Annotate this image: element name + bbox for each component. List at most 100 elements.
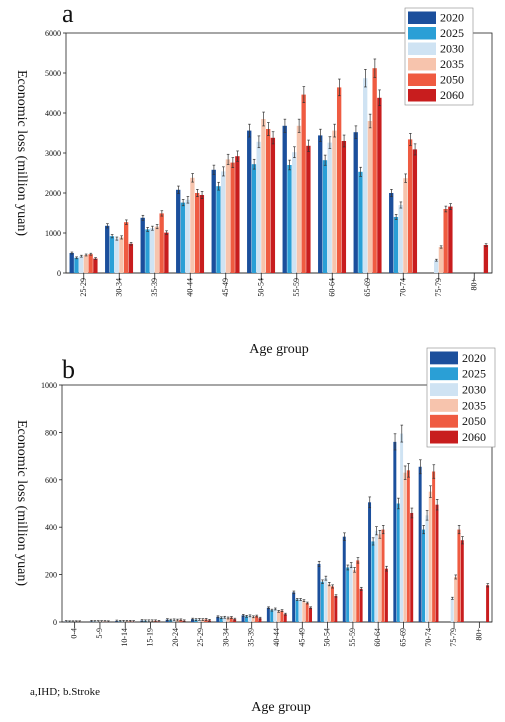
bar — [265, 129, 271, 273]
bar — [235, 156, 240, 273]
legend-label: 2035 — [440, 57, 464, 71]
bar — [457, 529, 461, 622]
bar — [69, 253, 74, 273]
bar — [306, 145, 311, 273]
bar — [483, 245, 489, 273]
x-tick-label: 50-54 — [256, 278, 265, 297]
x-tick-label: 30-34 — [114, 278, 123, 297]
x-tick-label: 75-79 — [449, 628, 458, 647]
bar — [418, 466, 422, 622]
bar — [211, 169, 216, 273]
bar — [324, 578, 328, 622]
bar — [412, 149, 418, 273]
x-tick-label: 0-4 — [70, 628, 79, 639]
legend-swatch — [408, 58, 436, 71]
bar — [295, 599, 299, 622]
bar — [216, 186, 221, 273]
bar — [223, 617, 227, 622]
bar — [145, 229, 150, 273]
bar — [422, 529, 425, 622]
legend-swatch — [408, 27, 436, 40]
bar — [194, 193, 200, 273]
x-tick-label: 60-64 — [327, 278, 336, 297]
bar — [219, 617, 223, 622]
bar — [434, 260, 439, 273]
legend-swatch — [430, 414, 458, 428]
legend-swatch — [430, 367, 458, 381]
legend-swatch — [430, 383, 458, 396]
x-tick-label: 25-29 — [79, 278, 88, 297]
bar — [277, 611, 280, 622]
bar — [403, 472, 407, 622]
bar — [140, 217, 145, 273]
bar — [261, 119, 266, 273]
legend-label: 2060 — [440, 88, 464, 102]
x-tick-label: 40-44 — [272, 628, 281, 647]
bar — [93, 258, 98, 273]
x-tick-label: 75-79 — [434, 278, 443, 297]
bar — [83, 255, 89, 273]
bar — [349, 565, 353, 622]
bar — [266, 607, 270, 622]
bar — [454, 576, 458, 622]
bar — [330, 586, 334, 622]
x-tick-label: 55-59 — [348, 628, 357, 647]
bar — [154, 226, 160, 273]
bar — [247, 130, 252, 273]
bar — [190, 177, 195, 273]
bar — [248, 615, 252, 622]
bar — [428, 491, 432, 622]
bar — [407, 139, 413, 273]
x-tick-label: 45-49 — [297, 628, 306, 647]
legend-label: 2050 — [440, 73, 464, 87]
bar — [226, 617, 230, 622]
bar — [270, 610, 274, 622]
x-tick-label: 50-54 — [323, 628, 332, 647]
bar — [359, 588, 363, 622]
bar — [244, 616, 248, 622]
bar — [301, 94, 306, 273]
bar — [352, 569, 356, 622]
bar — [150, 228, 155, 273]
bar — [185, 199, 190, 273]
bar — [256, 141, 261, 273]
y-tick-label: 800 — [45, 428, 57, 437]
bar — [486, 585, 490, 622]
bar — [393, 441, 397, 622]
y-tick-label: 3000 — [45, 149, 61, 158]
legend-label: 2020 — [440, 11, 464, 25]
y-axis-title: Economic loss (million yuan) — [14, 70, 29, 236]
x-tick-label: 35-39 — [247, 628, 256, 647]
bar — [403, 178, 408, 273]
bar — [435, 504, 439, 622]
bar — [114, 238, 119, 273]
bar — [368, 502, 372, 622]
bar — [105, 225, 110, 273]
y-tick-label: 2000 — [45, 189, 61, 198]
bar — [292, 152, 297, 273]
bar — [270, 137, 276, 273]
x-tick-label: 45-49 — [221, 278, 230, 297]
x-tick-label: 35-39 — [150, 278, 159, 297]
bar — [443, 209, 448, 273]
bar — [305, 603, 309, 622]
bar — [327, 142, 332, 273]
bar — [216, 616, 220, 622]
y-tick-label: 0 — [53, 618, 57, 627]
bar — [251, 616, 255, 622]
bar — [88, 254, 93, 273]
bar — [332, 130, 337, 273]
bar — [233, 619, 237, 622]
x-tick-label: 65-69 — [398, 628, 407, 647]
legend-swatch — [430, 351, 458, 365]
x-tick-label: 40-44 — [185, 278, 194, 297]
bar — [367, 121, 373, 273]
bar — [292, 592, 296, 622]
legend-label: 2025 — [462, 367, 486, 381]
x-tick-label: 30-34 — [221, 628, 230, 647]
bar — [358, 171, 363, 273]
bar — [384, 568, 388, 622]
bar — [317, 563, 321, 622]
x-tick-label: 55-59 — [292, 278, 301, 297]
